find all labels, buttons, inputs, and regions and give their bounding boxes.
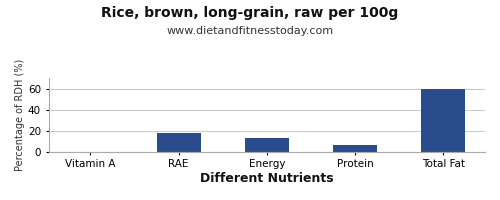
X-axis label: Different Nutrients: Different Nutrients xyxy=(200,172,334,185)
Bar xyxy=(156,133,200,152)
Bar xyxy=(244,138,289,152)
Y-axis label: Percentage of RDH (%): Percentage of RDH (%) xyxy=(15,59,25,171)
Text: www.dietandfitnesstoday.com: www.dietandfitnesstoday.com xyxy=(166,26,334,36)
Text: Rice, brown, long-grain, raw per 100g: Rice, brown, long-grain, raw per 100g xyxy=(102,6,399,20)
Bar xyxy=(333,145,377,152)
Bar xyxy=(421,89,465,152)
